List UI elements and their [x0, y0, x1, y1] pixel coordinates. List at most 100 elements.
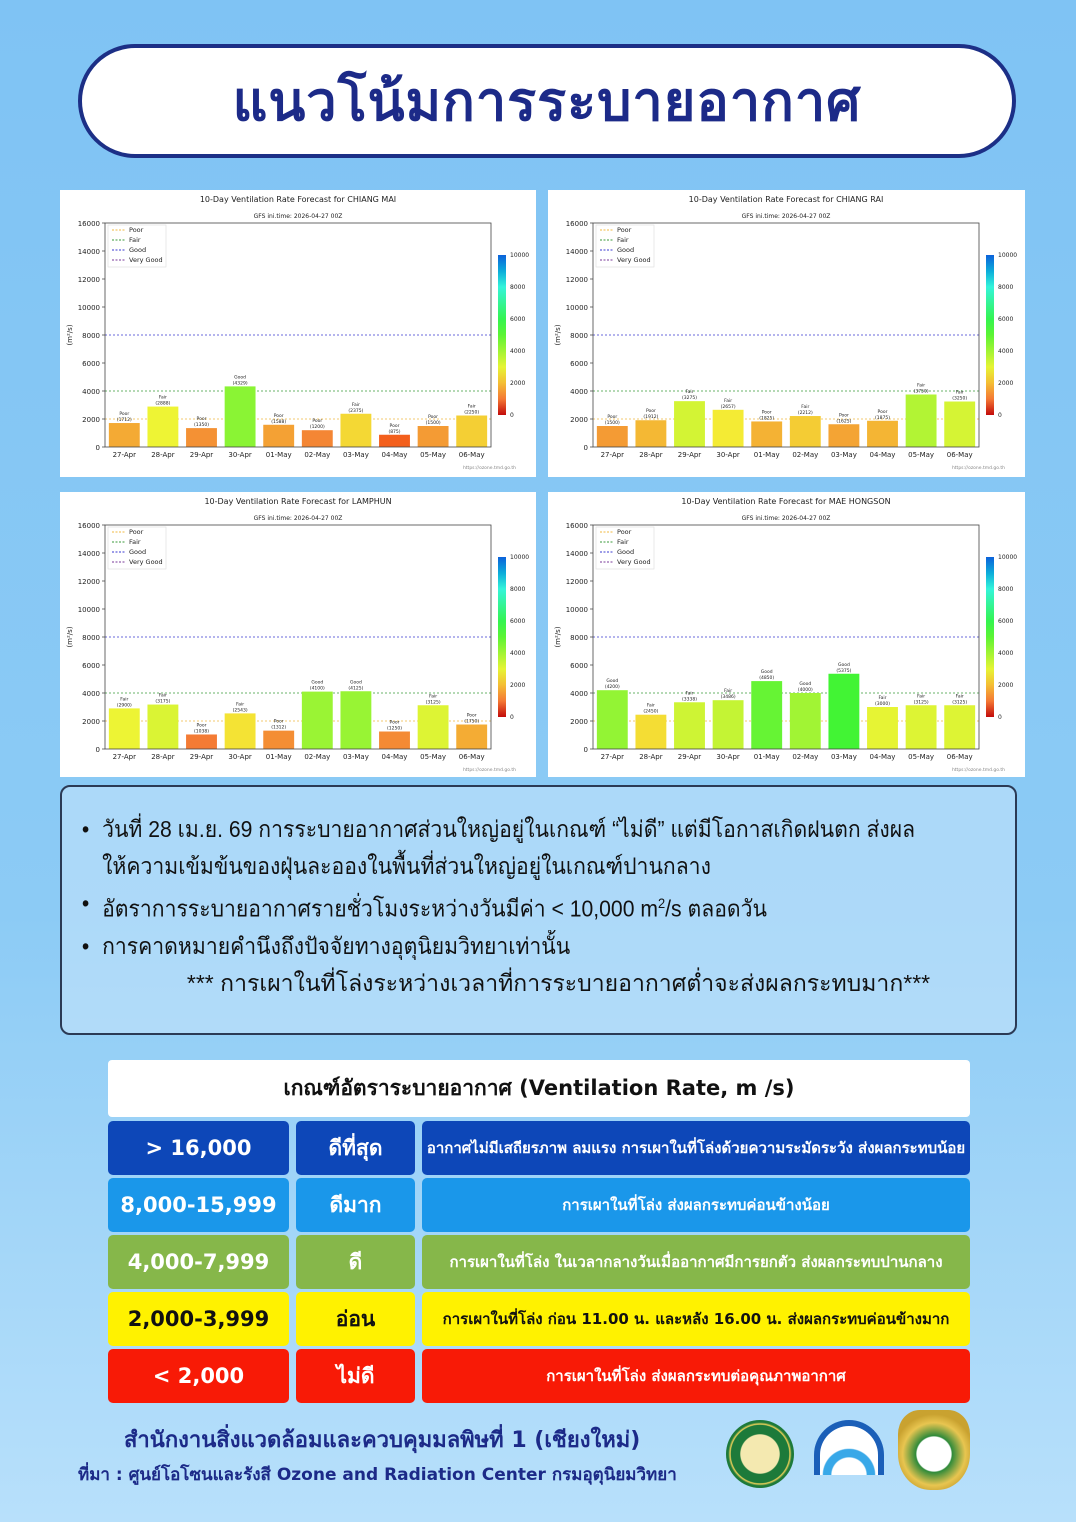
legend-box	[107, 224, 167, 268]
bar-category-label: Fair	[956, 390, 964, 396]
bar	[635, 420, 667, 447]
y-tick-label: 14000	[566, 550, 588, 558]
chart-chiang-rai: 10-Day Ventilation Rate Forecast for CHI…	[548, 190, 1025, 477]
colorbar-tick-label: 4000	[998, 650, 1013, 657]
x-tick-label: 02-May	[792, 451, 818, 459]
bar-value-label: (1825)	[759, 415, 774, 421]
x-tick-label: 27-Apr	[113, 451, 137, 459]
bar-value-label: (1750)	[464, 719, 479, 725]
x-tick-label: 03-May	[831, 753, 857, 761]
burning-warning: *** การเผาในที่โล่งระหว่างเวลาที่การระบา…	[186, 969, 931, 996]
bar-value-label: (1312)	[271, 725, 286, 731]
bar	[828, 424, 860, 447]
bar-category-label: Fair	[159, 693, 167, 699]
y-tick-label: 12000	[78, 578, 100, 586]
x-tick-label: 29-Apr	[678, 753, 702, 761]
y-tick-label: 0	[96, 746, 100, 754]
bar-category-label: Poor	[646, 408, 656, 414]
bar-category-label: Good	[799, 681, 811, 687]
bar-category-label: Fair	[956, 693, 964, 699]
chart-subtitle: GFS ini.time: 2026-04-27 00Z	[742, 515, 831, 522]
bar	[224, 713, 256, 749]
bar-category-label: Poor	[274, 719, 284, 725]
bar-category-label: Good	[838, 662, 850, 668]
note-item: วันที่ 28 เม.ย. 69 การระบายอากาศส่วนใหญ่…	[80, 811, 924, 885]
y-tick-label: 4000	[570, 690, 588, 698]
bar-value-label: (2450)	[643, 709, 658, 715]
x-tick-label: 02-May	[304, 451, 330, 459]
bar-category-label: Poor	[390, 423, 400, 429]
chart-subtitle: GFS ini.time: 2026-04-27 00Z	[254, 213, 343, 220]
bar	[674, 401, 705, 447]
bar-value-label: (2888)	[155, 401, 170, 407]
bar	[263, 424, 295, 447]
y-tick-label: 8000	[570, 634, 588, 642]
x-tick-label: 01-May	[754, 753, 780, 761]
y-tick-label: 10000	[566, 606, 588, 614]
y-tick-label: 6000	[570, 360, 588, 368]
x-tick-label: 06-May	[459, 753, 485, 761]
bar-value-label: (2543)	[233, 707, 248, 713]
bar-value-label: (1588)	[271, 419, 286, 425]
x-tick-label: 28-Apr	[639, 451, 663, 459]
colorbar-tick-label: 6000	[510, 618, 525, 625]
bar	[944, 401, 976, 447]
legend-label: Very Good	[129, 256, 163, 264]
bar-category-label: Good	[311, 680, 323, 686]
y-tick-label: 10000	[78, 606, 100, 614]
bar-category-label: Fair	[724, 398, 732, 404]
bar-category-label: Fair	[468, 404, 476, 410]
y-tick-label: 10000	[78, 304, 100, 312]
colorbar-tick-label: 10000	[998, 252, 1017, 259]
note-item: อัตราการระบายอากาศรายชั่วโมงระหว่างวันมี…	[80, 885, 924, 928]
pollution-control-department-logo	[814, 1420, 884, 1475]
criteria-range: > 16,000	[108, 1121, 289, 1175]
colorbar-tick-label: 4000	[510, 348, 525, 355]
bar-value-label: (1350)	[194, 422, 209, 428]
bar	[224, 386, 256, 447]
bar-category-label: Fair	[429, 693, 437, 699]
legend-label: Poor	[617, 226, 632, 234]
bar-value-label: (3125)	[952, 699, 967, 705]
colorbar	[986, 255, 994, 415]
x-tick-label: 30-Apr	[716, 753, 740, 761]
bar	[867, 707, 898, 749]
colorbar-tick-label: 0	[510, 714, 514, 721]
y-tick-label: 10000	[566, 304, 588, 312]
bar-value-label: (2212)	[798, 410, 813, 416]
y-tick-label: 12000	[566, 578, 588, 586]
x-tick-label: 29-Apr	[190, 753, 214, 761]
colorbar-tick-label: 4000	[998, 348, 1013, 355]
bar-category-label: Fair	[685, 389, 693, 395]
bar	[456, 415, 488, 447]
y-tick-label: 2000	[570, 718, 588, 726]
notes-box: วันที่ 28 เม.ย. 69 การระบายอากาศส่วนใหญ่…	[60, 785, 1017, 1035]
x-tick-label: 05-May	[420, 451, 446, 459]
chart-title: 10-Day Ventilation Rate Forecast for CHI…	[200, 195, 396, 204]
legend-label: Good	[617, 548, 634, 556]
legend-label: Good	[617, 246, 634, 254]
bar-category-label: Poor	[467, 713, 477, 719]
y-tick-label: 16000	[566, 522, 588, 530]
legend-label: Fair	[129, 538, 141, 546]
bar	[379, 434, 410, 447]
x-tick-label: 04-May	[382, 451, 408, 459]
y-tick-label: 8000	[82, 634, 100, 642]
bar-category-label: Poor	[390, 720, 400, 726]
chart-mae-hongson: 10-Day Ventilation Rate Forecast for MAE…	[548, 492, 1025, 777]
y-axis-label: (m²/s)	[554, 324, 562, 345]
bar-value-label: (1500)	[605, 420, 620, 426]
note-item: การคาดหมายคำนึงถึงปัจจัยทางอุตุนิยมวิทยา…	[80, 928, 924, 965]
bar-value-label: (2375)	[348, 408, 363, 414]
y-tick-label: 4000	[570, 388, 588, 396]
x-tick-label: 01-May	[754, 451, 780, 459]
legend-label: Very Good	[129, 558, 163, 566]
bar	[712, 409, 744, 447]
bar-value-label: (3175)	[155, 699, 170, 705]
x-tick-label: 28-Apr	[151, 451, 175, 459]
bar-value-label: (1500)	[426, 420, 441, 426]
colorbar-tick-label: 8000	[998, 284, 1013, 291]
y-tick-label: 8000	[82, 332, 100, 340]
x-tick-label: 29-Apr	[190, 451, 214, 459]
legend-label: Fair	[617, 236, 629, 244]
